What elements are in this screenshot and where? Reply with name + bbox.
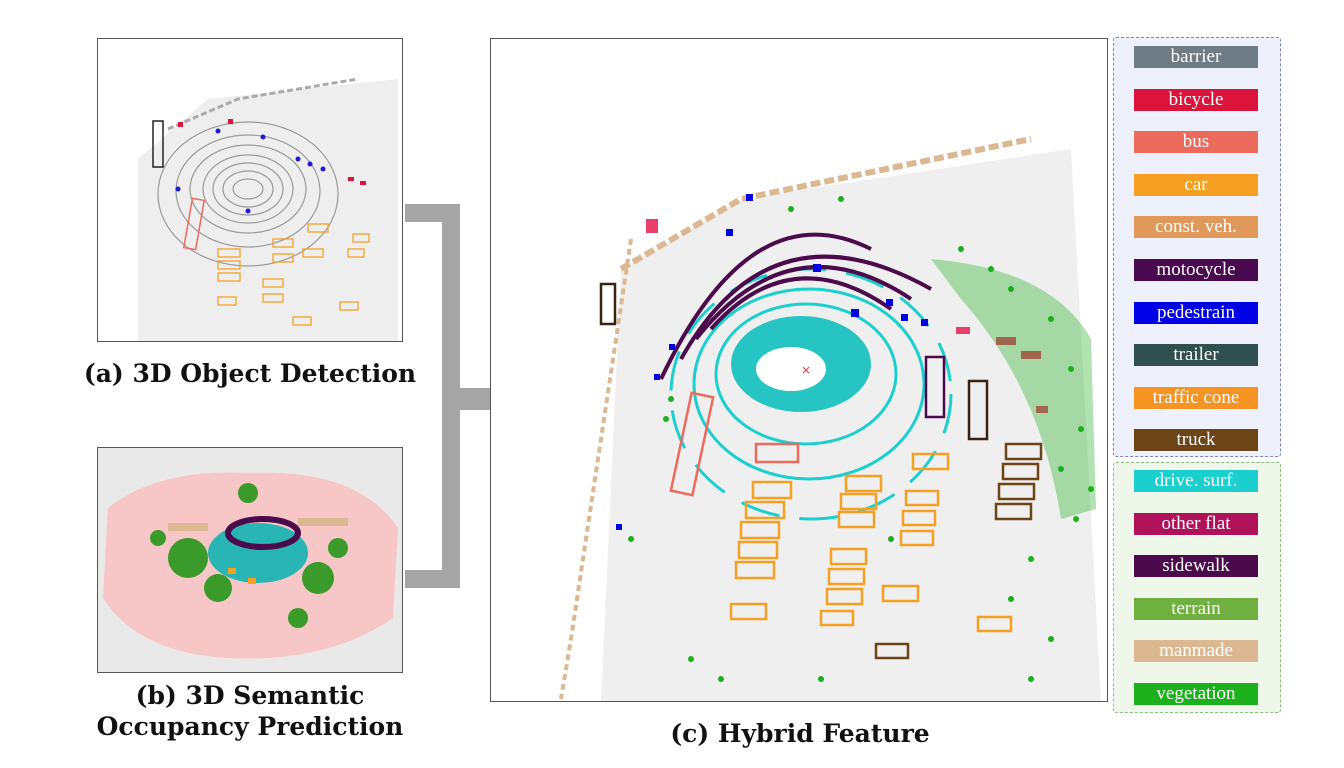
caption-b-line2: Occupancy Prediction bbox=[96, 712, 404, 741]
caption-b: (b) 3D Semantic Occupancy Prediction bbox=[60, 680, 440, 742]
svg-text:×: × bbox=[801, 363, 811, 377]
legend-item-car: car bbox=[1134, 173, 1258, 196]
legend-item-sidewalk: sidewalk bbox=[1134, 555, 1258, 578]
occupancy-scene bbox=[103, 472, 398, 659]
legend-item-other-flat: other flat bbox=[1134, 512, 1258, 535]
legend-item-truck: truck bbox=[1134, 429, 1258, 452]
legend-item-traffic-cone: traffic cone bbox=[1134, 386, 1258, 409]
caption-a: (a) 3D Object Detection bbox=[83, 359, 417, 388]
legend-item-barrier: barrier bbox=[1134, 46, 1258, 68]
caption-c: (c) Hybrid Feature bbox=[670, 719, 930, 748]
legend-item-drive-surf: drive. surf. bbox=[1134, 470, 1258, 492]
legend-item-bicycle: bicycle bbox=[1134, 88, 1258, 111]
legend-item-trailer: trailer bbox=[1134, 344, 1258, 367]
legend-item-terrain: terrain bbox=[1134, 597, 1258, 620]
legend-item-pedestrain: pedestrain bbox=[1134, 301, 1258, 324]
legend-item-motocycle: motocycle bbox=[1134, 259, 1258, 281]
stuff-classes-legend: drive. surf. other flat sidewalk terrain man… bbox=[1113, 462, 1281, 713]
legend-item-bus: bus bbox=[1134, 131, 1258, 154]
occupancy-panel bbox=[97, 447, 403, 673]
legend-item-const-veh: const. veh. bbox=[1134, 216, 1258, 239]
hybrid-feature-scene: × bbox=[559, 136, 1101, 701]
caption-b-line1: (b) 3D Semantic bbox=[135, 681, 365, 710]
hybrid-feature-panel: × bbox=[490, 38, 1108, 702]
legend-item-manmade: manmade bbox=[1134, 640, 1258, 663]
legend-item-vegetation: vegetation bbox=[1134, 683, 1258, 705]
object-detection-scene bbox=[138, 77, 398, 341]
object-detection-panel bbox=[97, 38, 403, 342]
object-classes-legend: barrier bicycle bus car const. veh. motocycle… bbox=[1113, 37, 1281, 457]
